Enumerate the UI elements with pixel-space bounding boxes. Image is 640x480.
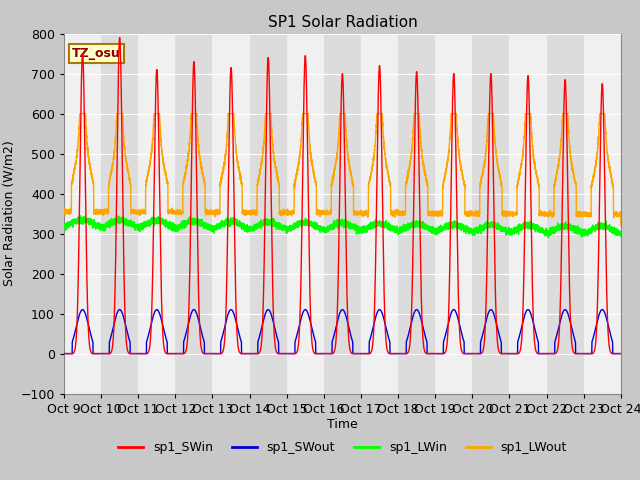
Text: TZ_osu: TZ_osu xyxy=(72,47,121,60)
Bar xyxy=(138,34,175,394)
Bar xyxy=(398,34,435,394)
Bar xyxy=(361,34,398,394)
Bar xyxy=(175,34,212,394)
Bar xyxy=(64,34,101,394)
Y-axis label: Solar Radiation (W/m2): Solar Radiation (W/m2) xyxy=(2,141,15,287)
Bar xyxy=(584,34,621,394)
Bar xyxy=(101,34,138,394)
Bar xyxy=(472,34,509,394)
X-axis label: Time: Time xyxy=(327,419,358,432)
Bar xyxy=(547,34,584,394)
Bar xyxy=(250,34,287,394)
Legend: sp1_SWin, sp1_SWout, sp1_LWin, sp1_LWout: sp1_SWin, sp1_SWout, sp1_LWin, sp1_LWout xyxy=(113,436,572,459)
Bar xyxy=(324,34,361,394)
Bar xyxy=(287,34,324,394)
Bar xyxy=(212,34,250,394)
Title: SP1 Solar Radiation: SP1 Solar Radiation xyxy=(268,15,417,30)
Bar xyxy=(509,34,547,394)
Bar xyxy=(435,34,472,394)
